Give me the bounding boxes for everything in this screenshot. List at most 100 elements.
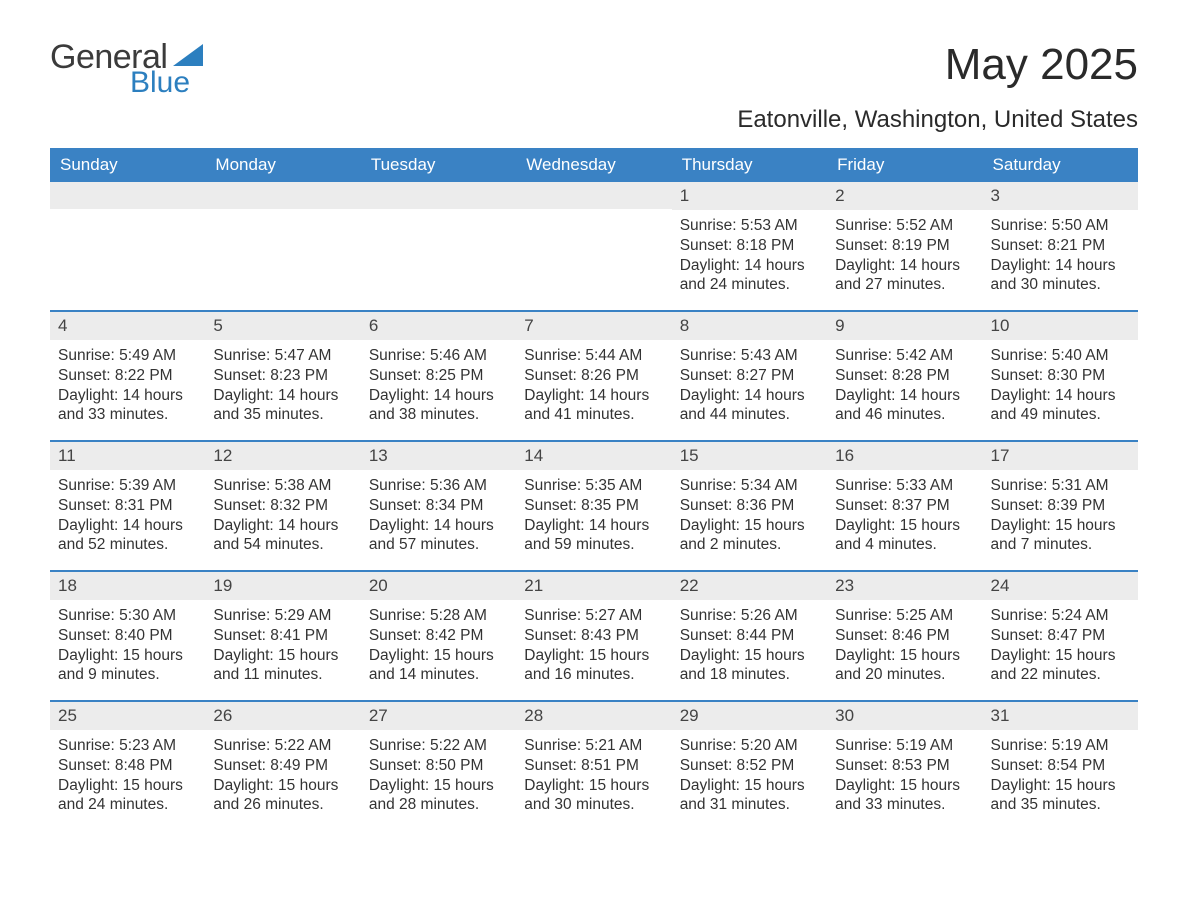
cell-body: Sunrise: 5:24 AMSunset: 8:47 PMDaylight:… xyxy=(983,600,1138,691)
cell-body: Sunrise: 5:26 AMSunset: 8:44 PMDaylight:… xyxy=(672,600,827,691)
day-number: 13 xyxy=(361,442,516,470)
location-text: Eatonville, Washington, United States xyxy=(50,106,1138,134)
sunrise-line: Sunrise: 5:44 AM xyxy=(524,346,663,366)
daylight-line: Daylight: 15 hours and 28 minutes. xyxy=(369,776,508,816)
sunrise-line: Sunrise: 5:24 AM xyxy=(991,606,1130,626)
dayname: Friday xyxy=(827,148,982,182)
calendar-cell: 23Sunrise: 5:25 AMSunset: 8:46 PMDayligh… xyxy=(827,572,982,700)
sunrise-line: Sunrise: 5:19 AM xyxy=(991,736,1130,756)
calendar-cell: 22Sunrise: 5:26 AMSunset: 8:44 PMDayligh… xyxy=(672,572,827,700)
calendar-cell xyxy=(205,182,360,310)
sunrise-line: Sunrise: 5:33 AM xyxy=(835,476,974,496)
cell-body: Sunrise: 5:47 AMSunset: 8:23 PMDaylight:… xyxy=(205,340,360,431)
daylight-line: Daylight: 15 hours and 24 minutes. xyxy=(58,776,197,816)
cell-body: Sunrise: 5:42 AMSunset: 8:28 PMDaylight:… xyxy=(827,340,982,431)
cell-body: Sunrise: 5:20 AMSunset: 8:52 PMDaylight:… xyxy=(672,730,827,821)
cell-body: Sunrise: 5:31 AMSunset: 8:39 PMDaylight:… xyxy=(983,470,1138,561)
sunset-line: Sunset: 8:21 PM xyxy=(991,236,1130,256)
calendar-cell: 29Sunrise: 5:20 AMSunset: 8:52 PMDayligh… xyxy=(672,702,827,830)
sunset-line: Sunset: 8:25 PM xyxy=(369,366,508,386)
logo-text-blue: Blue xyxy=(130,68,205,98)
cell-body: Sunrise: 5:50 AMSunset: 8:21 PMDaylight:… xyxy=(983,210,1138,301)
daylight-line: Daylight: 14 hours and 24 minutes. xyxy=(680,256,819,296)
cell-body: Sunrise: 5:39 AMSunset: 8:31 PMDaylight:… xyxy=(50,470,205,561)
dayname: Monday xyxy=(205,148,360,182)
daylight-line: Daylight: 14 hours and 38 minutes. xyxy=(369,386,508,426)
sunset-line: Sunset: 8:34 PM xyxy=(369,496,508,516)
cell-body: Sunrise: 5:36 AMSunset: 8:34 PMDaylight:… xyxy=(361,470,516,561)
cell-body: Sunrise: 5:19 AMSunset: 8:53 PMDaylight:… xyxy=(827,730,982,821)
day-number: 10 xyxy=(983,312,1138,340)
cell-body: Sunrise: 5:25 AMSunset: 8:46 PMDaylight:… xyxy=(827,600,982,691)
daylight-line: Daylight: 14 hours and 46 minutes. xyxy=(835,386,974,426)
calendar: SundayMondayTuesdayWednesdayThursdayFrid… xyxy=(50,148,1138,830)
cell-body: Sunrise: 5:22 AMSunset: 8:50 PMDaylight:… xyxy=(361,730,516,821)
sunrise-line: Sunrise: 5:50 AM xyxy=(991,216,1130,236)
sunset-line: Sunset: 8:37 PM xyxy=(835,496,974,516)
calendar-cell: 13Sunrise: 5:36 AMSunset: 8:34 PMDayligh… xyxy=(361,442,516,570)
cell-body: Sunrise: 5:19 AMSunset: 8:54 PMDaylight:… xyxy=(983,730,1138,821)
calendar-cell: 14Sunrise: 5:35 AMSunset: 8:35 PMDayligh… xyxy=(516,442,671,570)
day-number: 22 xyxy=(672,572,827,600)
calendar-cell: 5Sunrise: 5:47 AMSunset: 8:23 PMDaylight… xyxy=(205,312,360,440)
week-row: 11Sunrise: 5:39 AMSunset: 8:31 PMDayligh… xyxy=(50,440,1138,570)
calendar-cell: 26Sunrise: 5:22 AMSunset: 8:49 PMDayligh… xyxy=(205,702,360,830)
daylight-line: Daylight: 15 hours and 35 minutes. xyxy=(991,776,1130,816)
day-number: 16 xyxy=(827,442,982,470)
daylight-line: Daylight: 14 hours and 52 minutes. xyxy=(58,516,197,556)
day-number: 5 xyxy=(205,312,360,340)
calendar-cell: 24Sunrise: 5:24 AMSunset: 8:47 PMDayligh… xyxy=(983,572,1138,700)
day-number: 27 xyxy=(361,702,516,730)
sunset-line: Sunset: 8:26 PM xyxy=(524,366,663,386)
sunset-line: Sunset: 8:49 PM xyxy=(213,756,352,776)
sunrise-line: Sunrise: 5:47 AM xyxy=(213,346,352,366)
daylight-line: Daylight: 14 hours and 54 minutes. xyxy=(213,516,352,556)
sunset-line: Sunset: 8:54 PM xyxy=(991,756,1130,776)
day-number: 25 xyxy=(50,702,205,730)
day-number: 15 xyxy=(672,442,827,470)
daylight-line: Daylight: 15 hours and 26 minutes. xyxy=(213,776,352,816)
day-number: 18 xyxy=(50,572,205,600)
day-number: 24 xyxy=(983,572,1138,600)
calendar-cell: 1Sunrise: 5:53 AMSunset: 8:18 PMDaylight… xyxy=(672,182,827,310)
daylight-line: Daylight: 14 hours and 59 minutes. xyxy=(524,516,663,556)
sunrise-line: Sunrise: 5:23 AM xyxy=(58,736,197,756)
sunset-line: Sunset: 8:46 PM xyxy=(835,626,974,646)
daylight-line: Daylight: 14 hours and 35 minutes. xyxy=(213,386,352,426)
calendar-cell: 16Sunrise: 5:33 AMSunset: 8:37 PMDayligh… xyxy=(827,442,982,570)
calendar-cell xyxy=(516,182,671,310)
sunset-line: Sunset: 8:51 PM xyxy=(524,756,663,776)
sunrise-line: Sunrise: 5:19 AM xyxy=(835,736,974,756)
sunrise-line: Sunrise: 5:53 AM xyxy=(680,216,819,236)
dayname-row: SundayMondayTuesdayWednesdayThursdayFrid… xyxy=(50,148,1138,182)
cell-body: Sunrise: 5:40 AMSunset: 8:30 PMDaylight:… xyxy=(983,340,1138,431)
sunset-line: Sunset: 8:23 PM xyxy=(213,366,352,386)
week-row: 25Sunrise: 5:23 AMSunset: 8:48 PMDayligh… xyxy=(50,700,1138,830)
sunset-line: Sunset: 8:40 PM xyxy=(58,626,197,646)
sunrise-line: Sunrise: 5:25 AM xyxy=(835,606,974,626)
dayname: Tuesday xyxy=(361,148,516,182)
cell-body: Sunrise: 5:46 AMSunset: 8:25 PMDaylight:… xyxy=(361,340,516,431)
daylight-line: Daylight: 15 hours and 33 minutes. xyxy=(835,776,974,816)
sunset-line: Sunset: 8:31 PM xyxy=(58,496,197,516)
week-row: 1Sunrise: 5:53 AMSunset: 8:18 PMDaylight… xyxy=(50,182,1138,310)
daylight-line: Daylight: 15 hours and 9 minutes. xyxy=(58,646,197,686)
calendar-cell: 10Sunrise: 5:40 AMSunset: 8:30 PMDayligh… xyxy=(983,312,1138,440)
calendar-cell: 3Sunrise: 5:50 AMSunset: 8:21 PMDaylight… xyxy=(983,182,1138,310)
calendar-cell: 8Sunrise: 5:43 AMSunset: 8:27 PMDaylight… xyxy=(672,312,827,440)
calendar-cell: 27Sunrise: 5:22 AMSunset: 8:50 PMDayligh… xyxy=(361,702,516,830)
sunrise-line: Sunrise: 5:49 AM xyxy=(58,346,197,366)
cell-body: Sunrise: 5:21 AMSunset: 8:51 PMDaylight:… xyxy=(516,730,671,821)
day-number: 3 xyxy=(983,182,1138,210)
day-number: 4 xyxy=(50,312,205,340)
calendar-cell: 31Sunrise: 5:19 AMSunset: 8:54 PMDayligh… xyxy=(983,702,1138,830)
sunset-line: Sunset: 8:35 PM xyxy=(524,496,663,516)
calendar-cell xyxy=(361,182,516,310)
day-number: 12 xyxy=(205,442,360,470)
day-number: 20 xyxy=(361,572,516,600)
cell-body: Sunrise: 5:23 AMSunset: 8:48 PMDaylight:… xyxy=(50,730,205,821)
day-number: 11 xyxy=(50,442,205,470)
header: General Blue May 2025 xyxy=(50,40,1138,98)
calendar-cell xyxy=(50,182,205,310)
sunrise-line: Sunrise: 5:22 AM xyxy=(213,736,352,756)
